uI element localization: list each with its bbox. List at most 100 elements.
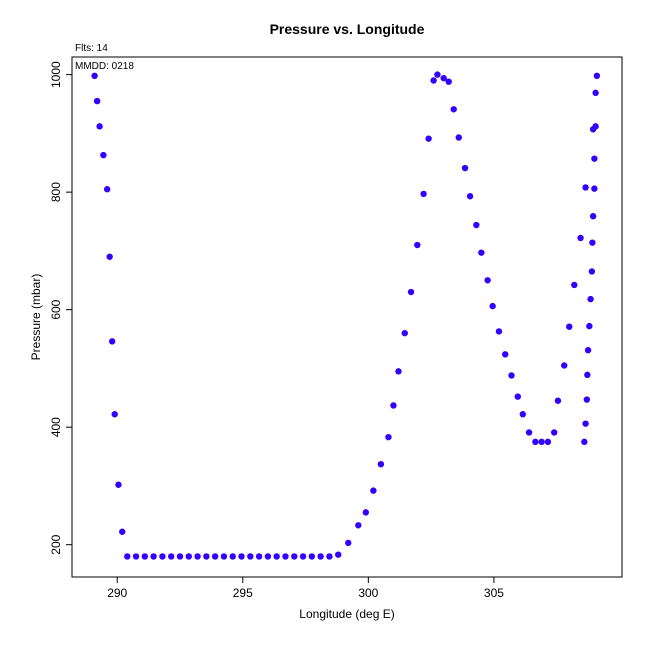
data-point (308, 553, 316, 560)
data-point (586, 322, 593, 330)
y-tick-label: 800 (49, 182, 63, 202)
data-point (561, 362, 568, 369)
y-axis: 200 400 600 800 1000 (49, 61, 72, 555)
data-point (478, 249, 485, 256)
data-point (185, 553, 192, 560)
data-point (103, 186, 111, 193)
y-tick-label: 600 (49, 299, 63, 319)
data-point (377, 460, 385, 468)
data-point (593, 72, 601, 80)
data-point (582, 184, 589, 191)
data-point (571, 281, 578, 289)
data-point (473, 221, 480, 229)
y-tick-label: 200 (49, 534, 63, 554)
data-point (203, 553, 210, 560)
y-tick-label: 1000 (49, 61, 63, 88)
data-point (211, 553, 219, 560)
data-point (425, 135, 432, 142)
data-point (450, 106, 457, 113)
data-point (420, 190, 427, 198)
data-point (115, 481, 122, 488)
data-point (124, 553, 131, 560)
data-point (247, 553, 254, 560)
data-point (440, 74, 447, 82)
plot-frame (71, 56, 623, 578)
data-point (132, 553, 140, 560)
data-point (532, 438, 539, 446)
data-point (362, 509, 370, 516)
data-point (229, 553, 236, 560)
data-point (395, 368, 402, 375)
data-point (591, 185, 598, 192)
data-point (589, 239, 596, 246)
data-point (335, 551, 342, 558)
data-point (519, 411, 526, 418)
data-point (96, 123, 103, 130)
flights-annotation: Flts: 14 (75, 43, 108, 54)
data-point (414, 241, 421, 249)
data-point (390, 402, 397, 409)
data-point (577, 234, 584, 242)
data-point (584, 346, 592, 354)
data-point (176, 553, 184, 560)
data-point (100, 151, 107, 159)
data-point (401, 329, 408, 337)
data-point (461, 164, 469, 172)
data-point (584, 371, 591, 379)
data-point (445, 78, 452, 85)
data-point (150, 553, 157, 560)
data-point (273, 553, 280, 560)
data-point (484, 277, 491, 284)
data-point (291, 553, 298, 560)
data-point (508, 372, 515, 379)
data-point (434, 71, 441, 78)
data-point (514, 393, 521, 400)
x-tick-label: 305 (484, 586, 504, 600)
data-point (455, 134, 462, 141)
x-axis: 290 295 300 305 (107, 577, 504, 600)
data-point (93, 97, 101, 105)
y-axis-label: Pressure (mbar) (29, 274, 43, 361)
data-point (141, 553, 149, 560)
data-point (554, 397, 562, 404)
data-point (326, 553, 333, 560)
data-point (581, 438, 588, 446)
data-point (111, 411, 118, 418)
data-point (582, 420, 589, 427)
data-point (583, 396, 591, 403)
data-point (466, 193, 474, 200)
data-point (385, 433, 392, 441)
data-point (589, 213, 597, 220)
x-axis-label: Longitude (deg E) (299, 607, 394, 621)
data-point (106, 253, 113, 260)
x-tick-label: 295 (233, 586, 253, 600)
data-point (525, 429, 533, 436)
chart-title: Pressure vs. Longitude (270, 21, 425, 37)
data-point (591, 155, 598, 162)
data-point (538, 438, 545, 446)
data-point (159, 553, 166, 560)
data-points (91, 71, 601, 560)
x-tick-label: 290 (107, 586, 127, 600)
data-point (238, 553, 245, 560)
data-point (566, 323, 573, 330)
data-point (587, 295, 594, 303)
data-point (194, 553, 201, 560)
data-point (108, 338, 116, 345)
data-point (317, 553, 324, 560)
data-point (168, 553, 175, 560)
y-tick-label: 400 (49, 417, 63, 437)
data-point (345, 539, 352, 547)
data-point (430, 77, 437, 84)
data-point (91, 72, 98, 80)
data-point (592, 123, 599, 130)
data-point (489, 302, 496, 310)
data-point (370, 487, 377, 494)
data-point (299, 553, 307, 560)
data-point (588, 268, 596, 275)
mmdd-annotation: MMDD: 0218 (75, 61, 134, 72)
x-tick-label: 300 (358, 586, 378, 600)
data-point (355, 522, 362, 529)
data-point (502, 351, 509, 358)
